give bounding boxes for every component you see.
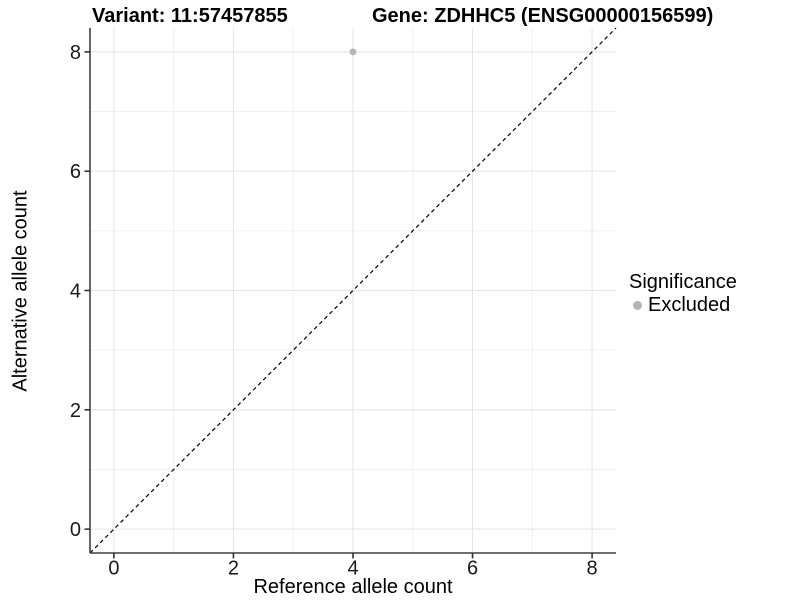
x-axis-title: Reference allele count (253, 576, 453, 598)
legend-item-label: Excluded (648, 294, 731, 316)
data-point (349, 48, 357, 56)
y-tick-label: 8 (70, 42, 81, 64)
legend-item-excluded: Excluded (629, 294, 737, 317)
y-tick-label: 4 (70, 281, 81, 303)
y-tick-label: 2 (70, 400, 81, 422)
legend-title: Significance (629, 271, 737, 293)
y-tick-label: 6 (70, 161, 81, 183)
plot-title-variant: Variant: 11:57457855 (92, 5, 288, 27)
identity-line (89, 27, 617, 554)
x-tick-label: 4 (347, 558, 358, 580)
legend-point-icon (633, 301, 642, 310)
x-tick-label: 8 (587, 558, 598, 580)
legend: Significance Excluded (629, 271, 737, 317)
y-tick-label: 0 (70, 519, 81, 541)
x-tick-label: 0 (108, 558, 119, 580)
plot-title-gene: Gene: ZDHHC5 (ENSG00000156599) (372, 5, 714, 27)
x-tick-label: 2 (228, 558, 239, 580)
y-axis-title: Alternative allele count (9, 190, 32, 392)
x-tick-label: 6 (467, 558, 478, 580)
